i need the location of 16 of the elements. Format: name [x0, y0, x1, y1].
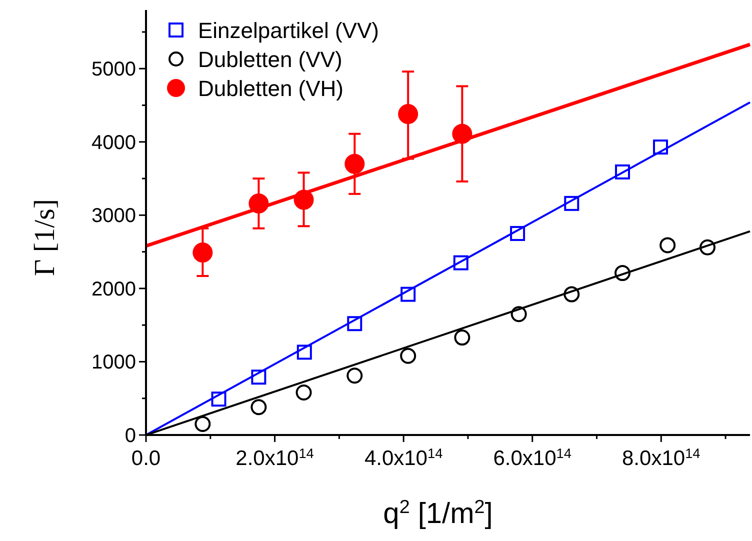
legend-label: Dubletten (VV)	[198, 47, 342, 72]
y-tick-label: 3000	[92, 205, 136, 228]
legend-label: Einzelpartikel (VV)	[198, 18, 379, 43]
y-tick-label: 5000	[92, 58, 136, 81]
y-axis-title: Γ [1/s]	[29, 198, 61, 276]
x-axis-title: q$^{2}$ [1/m$^{2}$]	[383, 496, 493, 530]
x-tick-label: 2.0x10$^{14}$	[236, 446, 314, 470]
y-tick-label: 2000	[92, 278, 136, 300]
x-tick-label: 4.0x10$^{14}$	[364, 446, 444, 470]
legend-label: Dubletten (VH)	[198, 76, 344, 101]
x-tick-label: 0.0	[131, 447, 161, 470]
y-tick-label: 0	[124, 425, 136, 447]
x-tick-label: 6.0x10$^{14}$	[493, 446, 572, 470]
x-tick-label: 8.0x10$^{14}$	[622, 446, 701, 470]
y-tick-label: 1000	[92, 352, 136, 374]
y-tick-label: 4000	[92, 132, 136, 154]
